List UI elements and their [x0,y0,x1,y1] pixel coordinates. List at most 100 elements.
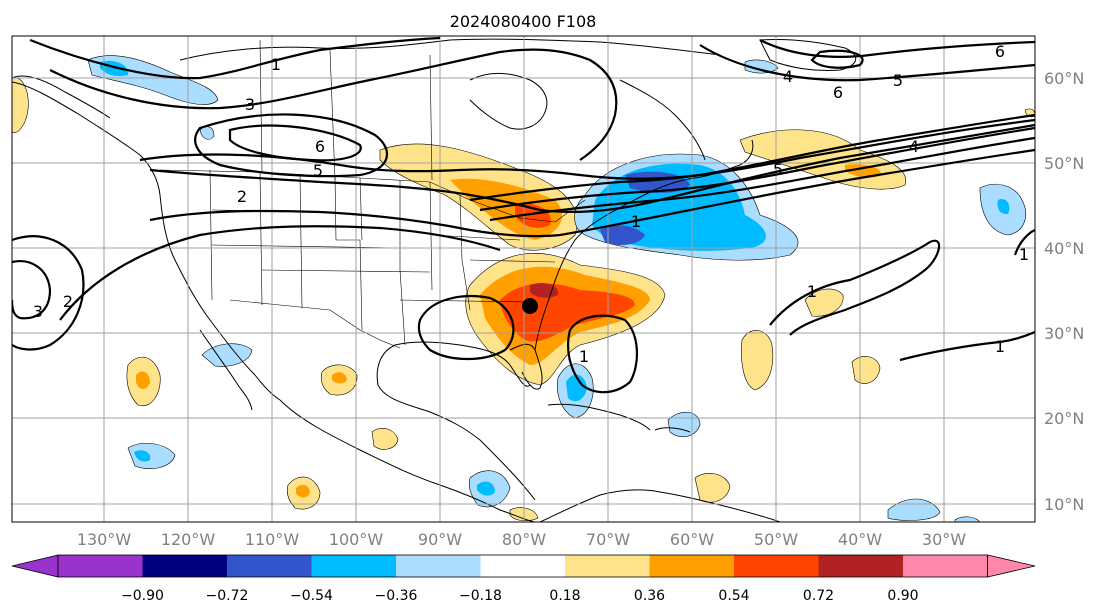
coast-hispaniola [654,427,691,433]
lat-tick-labels: 60°N 50°N 40°N 30°N 20°N 10°N [1044,69,1084,514]
border-state-11 [261,269,431,273]
negative-region-pacific-south [127,442,176,469]
negative-region-bottom-right-2 [954,516,981,522]
colorbar-label: −0.18 [459,588,502,604]
colorbar-bin [818,555,903,577]
lon-label: 110°W [245,530,300,549]
positive-region-atlantic-mid [804,288,844,317]
border-state-2 [259,171,263,306]
contour-4-west [139,113,1035,180]
negative-region-pacific-south-core [134,450,151,462]
contour-label: 1 [807,282,817,301]
contour-gulf-circle [417,294,515,361]
coast-cuba [547,403,651,431]
coast-hudson-bay [469,72,548,130]
colorbar-label: −0.54 [290,588,333,604]
colorbar-bin [565,555,650,577]
colorbar: −0.90 −0.72 −0.54 −0.36 −0.18 0.18 0.36 … [11,554,1036,604]
lon-label: 30°W [922,530,966,549]
coast-labrador [619,79,706,161]
contour-labels: 1 3 6 5 2 3 2 4 5 6 6 5 4 1 1 1 1 1 [33,42,1029,366]
positive-region-southeast-peak [530,283,559,298]
contour-label: 6 [995,42,1005,61]
contour-east-top-5 [699,44,1035,82]
lon-label: 120°W [161,530,216,549]
contour-label: 4 [909,137,919,156]
contour-label: 1 [1019,245,1029,264]
positive-region-mexico-core [332,372,347,384]
coast-mexico-west [279,399,536,522]
contour-3-north [49,48,618,161]
map-frame [11,35,1036,523]
contour-label: 5 [773,160,783,179]
contour-label: 2 [63,292,73,311]
colorbar-label: 0.36 [634,588,665,604]
colorbar-bin [58,555,143,577]
contour-1-north [29,36,441,80]
lat-label: 40°N [1044,239,1084,258]
contour-label: 4 [783,67,793,86]
border-province-3 [429,54,433,181]
lon-label: 100°W [329,530,384,549]
contour-east-top-4 [810,49,864,69]
negative-region-central-america-core [477,481,495,496]
colorbar-extend-low [11,554,59,578]
graticule [12,36,1035,522]
colorbar-bin [480,555,565,577]
positive-region-central-america [371,427,399,450]
coast-alaska [12,75,111,119]
colorbar-bin [142,555,227,577]
coast-gulf [376,341,536,501]
lon-label: 70°W [586,530,630,549]
colorbar-frame [57,554,988,578]
lon-tick-labels: 130°W 120°W 110°W 100°W 90°W 80°W 70°W 6… [77,530,966,549]
coastlines [12,38,857,522]
contour-label: 2 [237,187,247,206]
border-state-6 [399,180,406,346]
lat-label: 10°N [1044,495,1084,514]
colorbar-label: 0.72 [803,588,834,604]
map-panel: 1 3 6 5 2 3 2 4 5 6 6 5 4 1 1 1 1 1 [12,36,1035,522]
figure-title: 2024080400 F108 [450,12,597,31]
border-state-4 [334,175,363,331]
contour-label: 1 [271,55,281,74]
colorbar-bin [734,555,819,577]
border-state-1 [209,169,213,301]
border-state-7 [429,181,433,291]
contour-1-mid [149,148,1035,238]
positive-region-southeast-high [500,283,635,342]
negative-region-hudson [744,59,779,74]
contour-west-circle-2 [12,235,85,351]
coast-west-north-america [12,81,281,401]
negative-region-baja [201,343,253,367]
contour-5-west [194,113,388,178]
colorbar-tick-labels: −0.90 −0.72 −0.54 −0.36 −0.18 0.18 0.36 … [121,588,919,604]
lat-label: 50°N [1044,154,1084,173]
border-state-14 [469,259,556,263]
negative-region-east-atlantic-core [997,199,1010,215]
contour-east-top-6 [759,39,1035,58]
colorbar-label: 0.90 [887,588,918,604]
colorbar-bin [396,555,481,577]
contour-label: 5 [313,161,323,180]
storm-center-marker [522,298,538,314]
colorbar-label: 0.54 [718,588,749,604]
lon-label: 40°W [838,530,882,549]
contour-label: 3 [33,302,43,321]
border-state-5 [359,177,363,241]
contour-label: 6 [833,83,843,102]
contour-label: 3 [245,95,255,114]
lon-label: 90°W [418,530,462,549]
contour-label: 1 [631,212,641,231]
contour-east-right-1 [1013,228,1035,256]
colorbar-extend-high [987,554,1036,578]
positive-region-atlantic-sub2 [851,356,881,384]
lon-label: 50°W [754,530,798,549]
contour-label: 5 [893,71,903,90]
colorbar-bin [311,555,396,577]
positive-region-pacific-1-core [136,371,150,389]
coast-baja [199,329,253,411]
lat-label: 60°N [1044,69,1084,88]
coast-south-america [539,489,781,522]
